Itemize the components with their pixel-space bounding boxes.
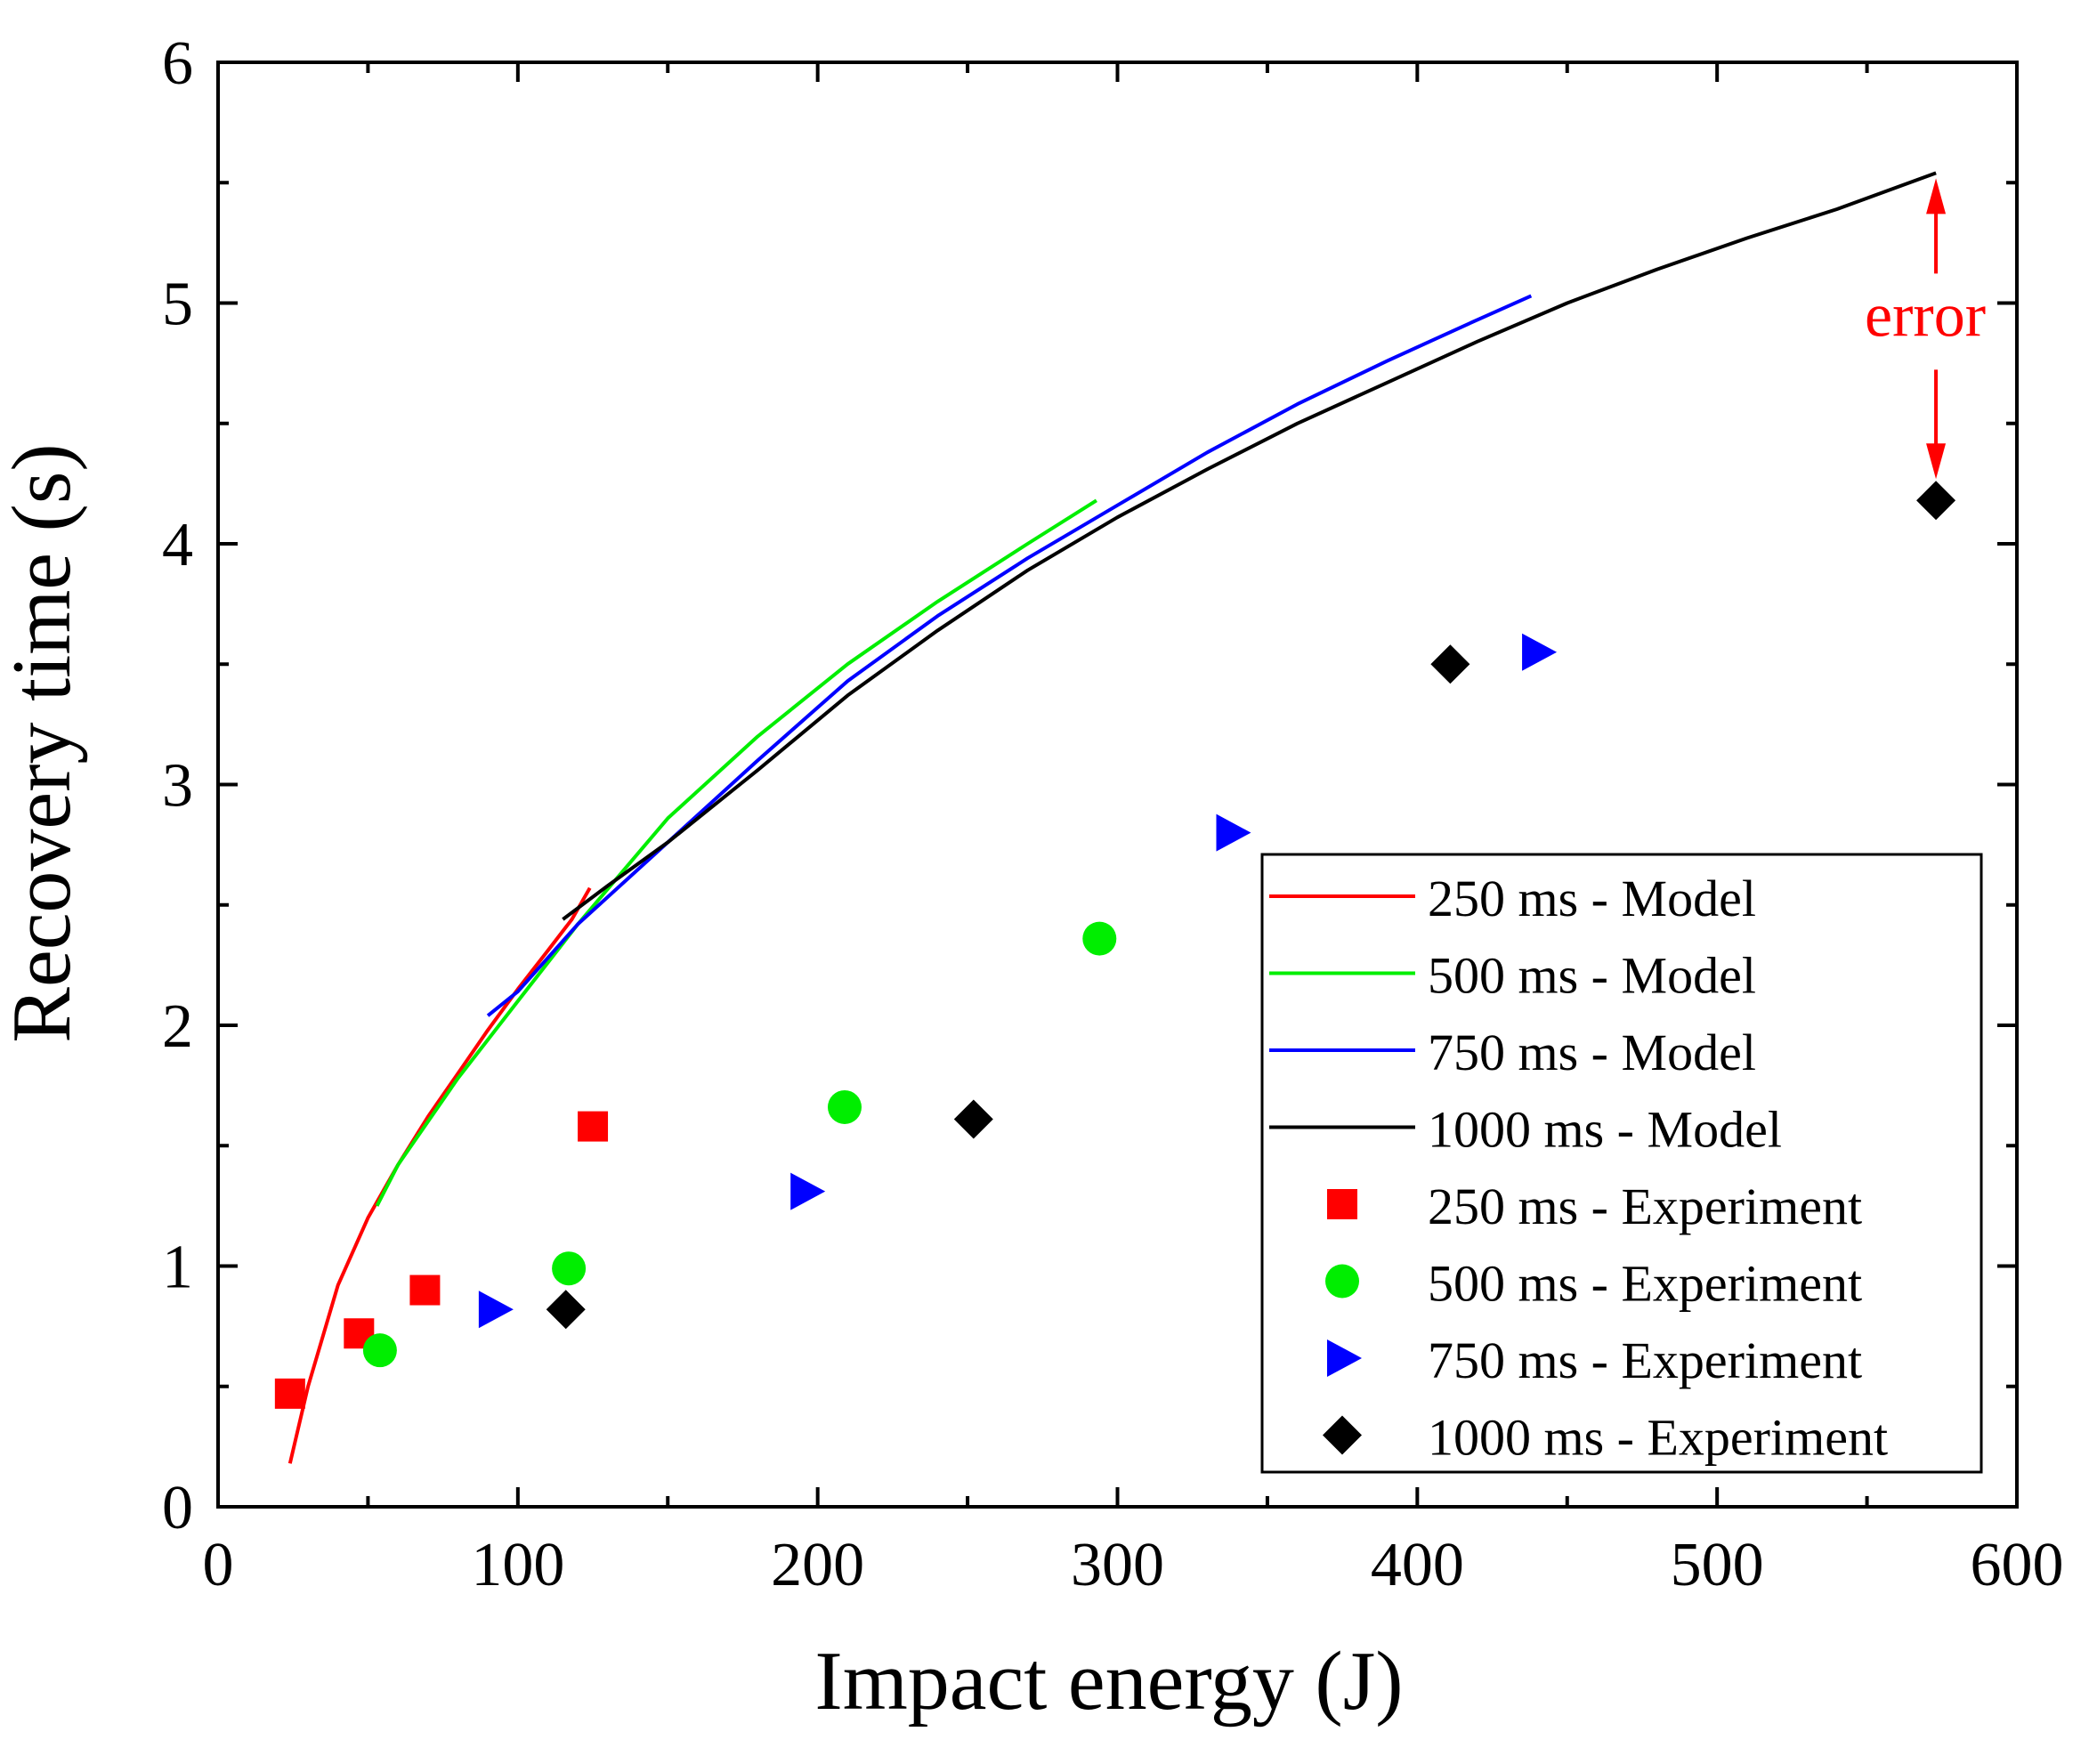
legend-swatch-500-ms-experiment [1325, 1264, 1359, 1299]
series-line-750-ms-model [486, 294, 1533, 1017]
data-point-500-ms-experiment [1082, 921, 1117, 956]
x-tick-label: 600 [1971, 1531, 2064, 1599]
y-tick-label: 6 [162, 29, 193, 98]
y-tick-label: 4 [162, 511, 193, 579]
data-point-1000-ms-experiment [1430, 644, 1470, 684]
legend-label-750-ms-model: 750 ms - Model [1428, 1024, 1756, 1081]
x-tick-label: 500 [1671, 1531, 1764, 1599]
x-tick-label: 0 [203, 1531, 234, 1599]
y-tick-label: 3 [162, 752, 193, 821]
error-arrow-down-head [1926, 443, 1947, 480]
series-line-250-ms-model [287, 886, 592, 1464]
x-axis-title: Impact energy (J) [814, 1635, 1403, 1728]
legend-label-250-ms-experiment: 250 ms - Experiment [1428, 1177, 1862, 1235]
data-point-250-ms-experiment [578, 1111, 609, 1142]
legend-label-500-ms-model: 500 ms - Model [1428, 947, 1756, 1005]
data-point-1000-ms-experiment [546, 1290, 586, 1330]
error-arrow-up-head [1926, 178, 1947, 214]
annotation-layer: error [1865, 178, 1986, 480]
data-point-500-ms-experiment [827, 1089, 862, 1124]
legend-label-1000-ms-experiment: 1000 ms - Experiment [1428, 1409, 1888, 1467]
x-tick-label: 100 [471, 1531, 564, 1599]
legend: 250 ms - Model 500 ms - Model 750 ms - Mod… [1260, 853, 1983, 1474]
data-point-500-ms-experiment [362, 1333, 397, 1368]
y-tick-label: 2 [162, 992, 193, 1061]
x-tick-label: 200 [771, 1531, 864, 1599]
y-tick-label: 1 [162, 1234, 193, 1302]
data-point-750-ms-experiment [1522, 633, 1558, 671]
model-lines-layer [287, 171, 1937, 1464]
error-annotation-label: error [1865, 281, 1986, 350]
legend-swatch-1000-ms-experiment [1323, 1415, 1362, 1455]
legend-box [1260, 853, 1983, 1474]
x-tick-label: 300 [1071, 1531, 1164, 1599]
y-tick-label: 5 [162, 271, 193, 339]
legend-label-1000-ms-model: 1000 ms - Model [1428, 1101, 1782, 1159]
series-line-1000-ms-model [562, 171, 1937, 921]
legend-swatch-250-ms-experiment [1327, 1189, 1357, 1219]
legend-label-750-ms-experiment: 750 ms - Experiment [1428, 1331, 1862, 1389]
y-tick-label: 0 [162, 1474, 193, 1542]
data-point-500-ms-experiment [552, 1251, 587, 1286]
axes-layer: 0 100 200 300 400 500 600 0 1 2 3 4 5 6 [162, 29, 2064, 1599]
data-point-750-ms-experiment [790, 1172, 826, 1210]
data-point-250-ms-experiment [409, 1274, 441, 1306]
y-axis-title: Recovery time (s) [0, 443, 88, 1042]
data-point-750-ms-experiment [478, 1291, 514, 1329]
data-point-750-ms-experiment [1216, 813, 1251, 852]
experiment-markers-layer [274, 481, 1956, 1409]
data-point-1000-ms-experiment [953, 1099, 993, 1139]
x-tick-label: 400 [1371, 1531, 1464, 1599]
legend-label-250-ms-model: 250 ms - Model [1428, 870, 1756, 927]
legend-label-500-ms-experiment: 500 ms - Experiment [1428, 1255, 1862, 1313]
legend-swatch-750-ms-experiment [1327, 1339, 1362, 1377]
data-point-250-ms-experiment [274, 1378, 305, 1409]
data-point-1000-ms-experiment [1916, 481, 1956, 521]
series-line-500-ms-model [375, 498, 1097, 1207]
